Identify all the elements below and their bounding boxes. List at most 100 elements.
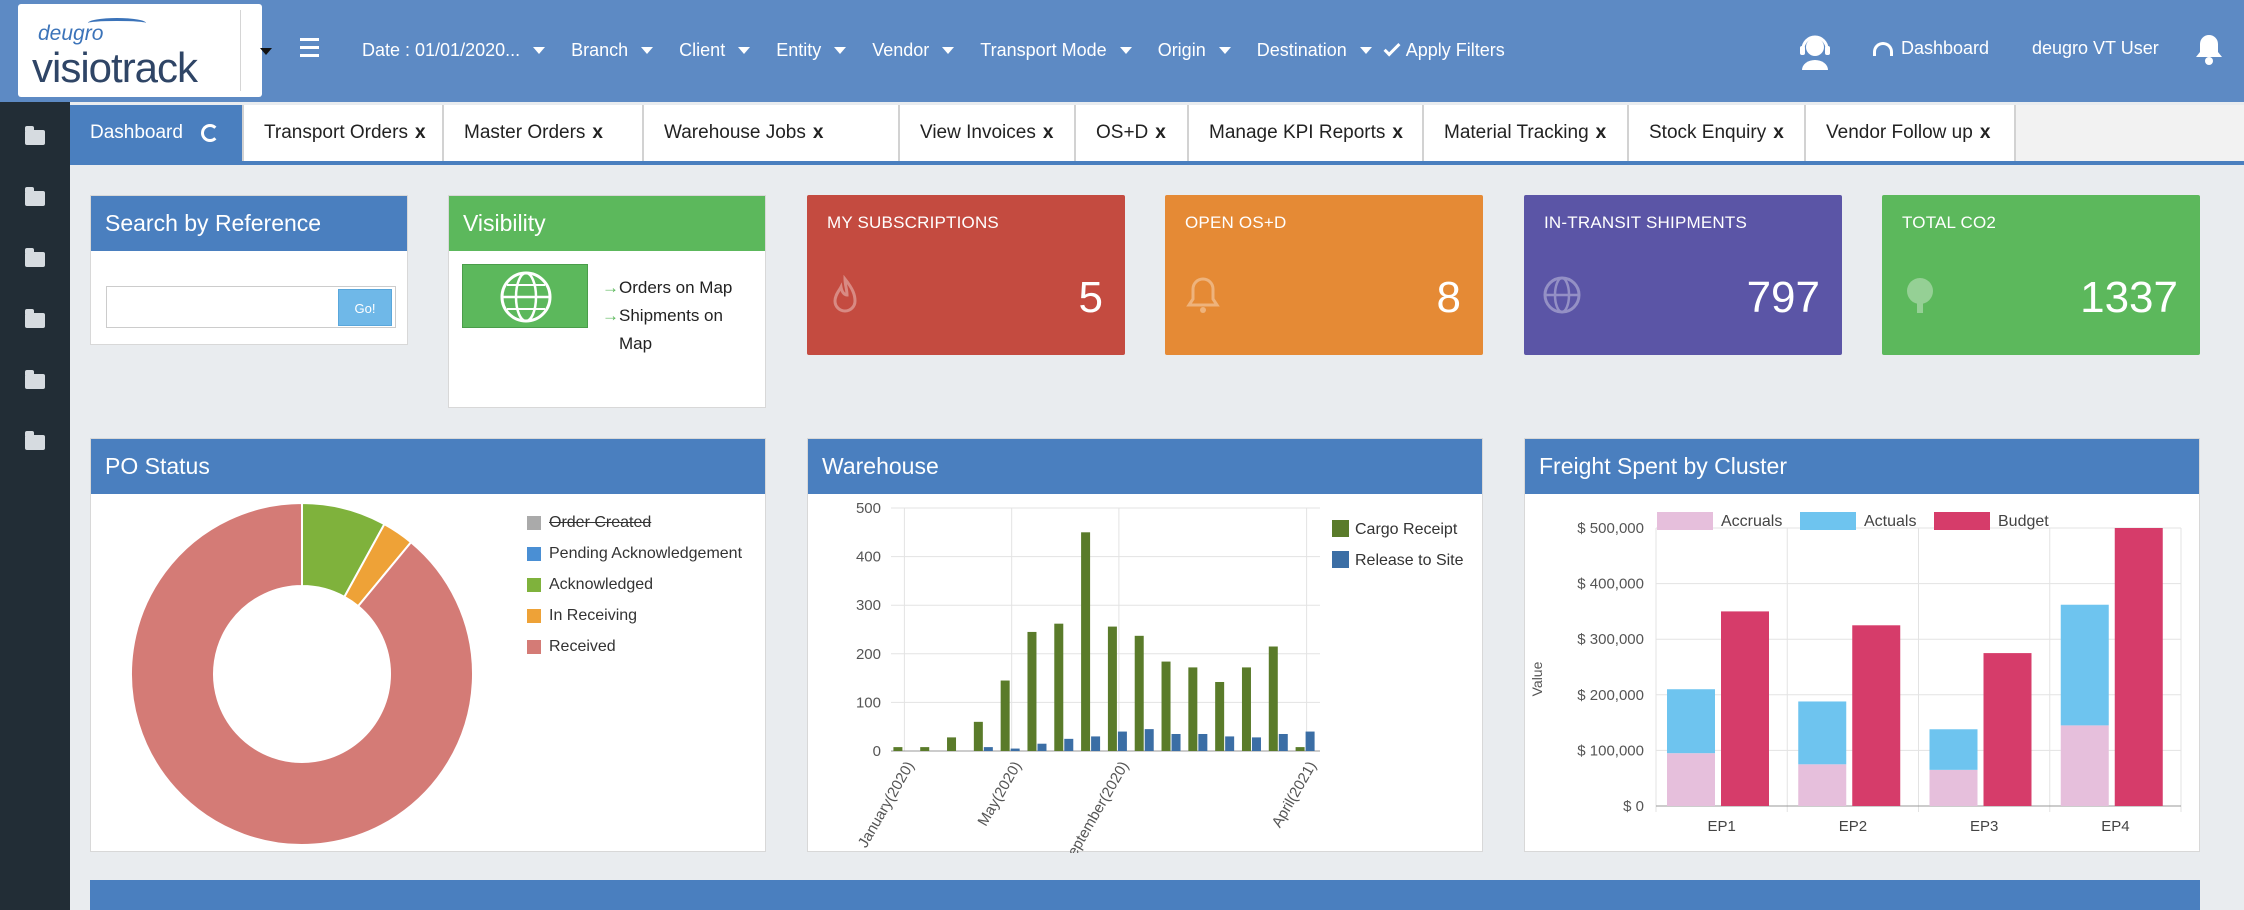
tab-transport-orders[interactable]: Transport Orders x: [244, 105, 444, 161]
filter-origin[interactable]: Origin: [1158, 40, 1231, 61]
freight-bar-chart[interactable]: $ 0 $ 100,000 $ 200,000 $ 300,000 $ 400,000 $…: [1525, 494, 2201, 853]
total-co2-card[interactable]: TOTAL CO2 1337: [1882, 195, 2200, 355]
x-tick-label: EP3: [1970, 818, 1998, 835]
folder-icon[interactable]: [25, 248, 45, 267]
check-icon: [1383, 39, 1401, 57]
logo-dropdown[interactable]: deugro visiotrack: [18, 4, 272, 97]
sidebar: [0, 102, 70, 910]
logo-text: visiotrack: [32, 44, 198, 91]
caret-down-icon: [533, 46, 546, 54]
legend-item[interactable]: Acknowledged: [527, 576, 653, 594]
filter-destination[interactable]: Destination: [1257, 40, 1372, 61]
tab-view-invoices[interactable]: View Invoices x: [900, 105, 1076, 161]
close-icon[interactable]: x: [414, 122, 426, 143]
header-dashboard-link[interactable]: Dashboard: [1873, 38, 1989, 59]
tab-bar: Dashboard Transport Orders x Master Order…: [70, 105, 2244, 165]
filter-client[interactable]: Client: [679, 40, 751, 61]
filter-vendor[interactable]: Vendor: [872, 40, 955, 61]
tab-manage-kpi-reports[interactable]: Manage KPI Reports x: [1189, 105, 1424, 161]
bar-release-to-site: [1091, 736, 1101, 751]
filter-date[interactable]: Date : 01/01/2020...: [362, 40, 546, 61]
open-osd-card[interactable]: OPEN OS+D 8: [1165, 195, 1483, 355]
globe-icon: [500, 271, 552, 323]
tab-material-tracking[interactable]: Material Tracking x: [1424, 105, 1629, 161]
bar-cargo-receipt: [1107, 626, 1117, 751]
bar-budget: [2114, 528, 2163, 806]
bar-accruals: [1667, 753, 1715, 806]
folder-icon[interactable]: [25, 431, 45, 450]
legend-swatch: [1800, 512, 1856, 530]
map-button[interactable]: [462, 264, 588, 328]
close-icon[interactable]: x: [1155, 122, 1166, 143]
close-icon[interactable]: x: [592, 122, 603, 143]
folder-icon[interactable]: [25, 370, 45, 389]
legend-item[interactable]: Order Created: [527, 514, 651, 532]
bar-accruals: [1929, 769, 1978, 806]
globe-icon: [1543, 276, 1581, 314]
legend-label: Cargo Receipt: [1355, 521, 1458, 538]
stat-label: TOTAL CO2: [1902, 213, 1997, 232]
notification-bell-icon[interactable]: [2194, 32, 2224, 66]
x-tick-label: EP1: [1707, 818, 1735, 835]
legend-item[interactable]: Received: [527, 638, 616, 656]
bar-cargo-receipt: [1161, 661, 1171, 751]
in-transit-card[interactable]: IN-TRANSIT SHIPMENTS 797: [1524, 195, 1842, 355]
y-tick-label: $ 400,000: [1577, 576, 1644, 593]
bar-cargo-receipt: [920, 747, 930, 751]
bar-cargo-receipt: [1134, 635, 1144, 751]
filter-branch[interactable]: Branch: [571, 40, 654, 61]
stat-label: IN-TRANSIT SHIPMENTS: [1544, 213, 1747, 232]
folder-icon[interactable]: [25, 187, 45, 206]
close-icon[interactable]: x: [1979, 122, 1991, 143]
filter-entity[interactable]: Entity: [776, 40, 847, 61]
go-button[interactable]: Go!: [338, 289, 392, 326]
y-tick-label: 500: [856, 500, 881, 517]
bar-budget: [1983, 653, 2032, 806]
tree-icon: [1907, 278, 1933, 313]
user-menu[interactable]: deugro VT User: [2032, 38, 2159, 58]
arrow-right-icon: →: [602, 306, 619, 325]
x-tick-label: EP4: [2101, 818, 2129, 835]
legend-item[interactable]: In Receiving: [527, 607, 637, 625]
legend-swatch: [527, 516, 541, 530]
tab-warehouse-jobs[interactable]: Warehouse Jobs x: [644, 105, 900, 161]
bar-cargo-receipt: [1241, 667, 1251, 751]
legend-swatch: [1332, 551, 1349, 568]
subscriptions-card[interactable]: MY SUBSCRIPTIONS 5: [807, 195, 1125, 355]
close-icon[interactable]: x: [1595, 122, 1607, 143]
warehouse-panel: Warehouse 0 100 200 300 400 500 January(2020) M…: [807, 438, 1484, 853]
po-status-donut-chart[interactable]: [91, 494, 767, 853]
refresh-icon[interactable]: [200, 124, 219, 142]
support-headset-icon[interactable]: [1797, 32, 1833, 70]
bar-cargo-receipt: [893, 747, 903, 751]
warehouse-bar-chart[interactable]: 0 100 200 300 400 500 January(2020) May(2020) Se…: [808, 494, 1484, 853]
folder-icon[interactable]: [25, 126, 45, 145]
close-icon[interactable]: x: [1773, 122, 1784, 143]
tab-stock-enquiry[interactable]: Stock Enquiry x: [1629, 105, 1806, 161]
tab-dashboard[interactable]: Dashboard: [70, 105, 244, 161]
hamburger-menu-icon[interactable]: [300, 38, 319, 62]
y-tick-label: $ 0: [1623, 798, 1644, 815]
bar-release-to-site: [983, 747, 993, 751]
shipments-on-map-link[interactable]: →Shipments on Map: [602, 306, 723, 353]
close-icon[interactable]: x: [812, 122, 824, 143]
tab-osd[interactable]: OS+D x: [1076, 105, 1189, 161]
folder-icon[interactable]: [25, 309, 45, 328]
close-icon[interactable]: x: [1042, 122, 1054, 143]
visibility-links: →Orders on Map →Shipments on Map: [602, 274, 749, 358]
y-tick-label: 100: [856, 694, 881, 711]
caret-down-icon: [738, 46, 751, 54]
close-icon[interactable]: x: [1392, 122, 1403, 143]
po-status-title: PO Status: [91, 439, 765, 494]
bar-actuals: [1667, 689, 1715, 754]
y-tick-label: $ 200,000: [1577, 687, 1644, 704]
filter-transport-mode[interactable]: Transport Mode: [980, 40, 1132, 61]
bar-release-to-site: [1225, 736, 1235, 751]
tab-vendor-follow-up[interactable]: Vendor Follow up x: [1806, 105, 2016, 161]
orders-on-map-link[interactable]: →Orders on Map: [602, 278, 733, 297]
bar-actuals: [2060, 604, 2109, 726]
apply-filters-button[interactable]: Apply Filters: [1383, 40, 1505, 61]
chevron-down-icon[interactable]: [260, 48, 272, 55]
legend-item[interactable]: Pending Acknowledgement: [527, 545, 742, 563]
tab-master-orders[interactable]: Master Orders x: [444, 105, 644, 161]
